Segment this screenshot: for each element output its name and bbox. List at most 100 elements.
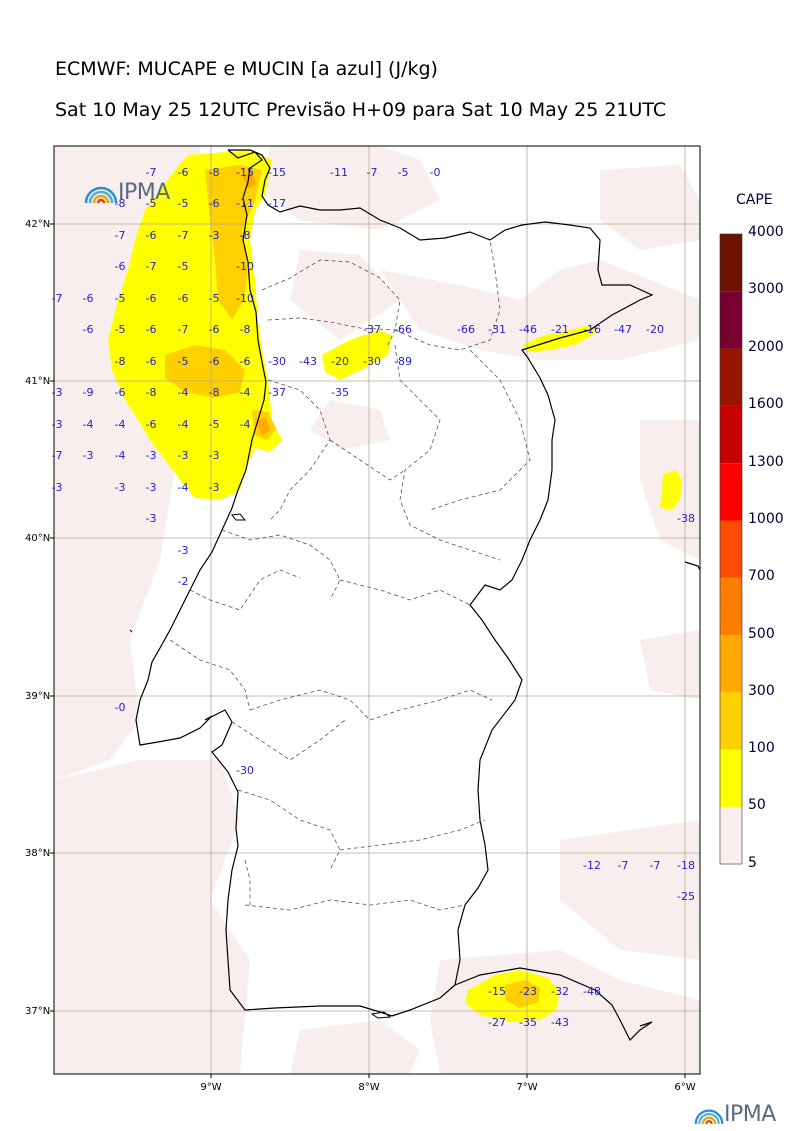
cin-label: -10 bbox=[236, 292, 254, 305]
cin-label: -7 bbox=[618, 859, 629, 872]
ipma-logo-text: IPMA bbox=[118, 180, 170, 205]
cin-label: -20 bbox=[646, 323, 664, 336]
cin-labels: -7 -6 -8 -15 -15 -11 -7 -5 -0 -8 -5 -5 -… bbox=[52, 166, 695, 1029]
latitude-labels: 42°N 41°N 40°N 39°N 38°N 37°N bbox=[25, 219, 50, 1017]
cin-label: -10 bbox=[236, 260, 254, 273]
ipma-logo-text: IPMA bbox=[724, 1102, 776, 1127]
cin-label: -3 bbox=[146, 449, 157, 462]
lat-label: 38°N bbox=[25, 848, 50, 859]
colorbar-label: 5 bbox=[748, 855, 757, 871]
cin-label: -7 bbox=[178, 323, 189, 336]
cin-label: -3 bbox=[209, 449, 220, 462]
cin-label: -4 bbox=[83, 418, 94, 431]
spain-coast-east bbox=[684, 561, 700, 571]
cin-label: -3 bbox=[178, 449, 189, 462]
colorbar-segment bbox=[720, 405, 742, 464]
cin-label: -4 bbox=[240, 418, 251, 431]
cin-label: -3 bbox=[52, 481, 63, 494]
colorbar-label: 700 bbox=[748, 568, 775, 584]
cin-label: -5 bbox=[178, 260, 189, 273]
colorbar-label: 3000 bbox=[748, 281, 784, 297]
cin-label: -23 bbox=[519, 985, 537, 998]
cin-label: -48 bbox=[583, 985, 601, 998]
colorbar-label: 300 bbox=[748, 683, 775, 699]
cin-label: -4 bbox=[115, 418, 126, 431]
cin-label: -7 bbox=[52, 449, 63, 462]
cin-label: -3 bbox=[146, 512, 157, 525]
colorbar-title: CAPE bbox=[736, 192, 773, 208]
cin-label: -8 bbox=[146, 386, 157, 399]
cin-label: -7 bbox=[52, 292, 63, 305]
cin-label: -8 bbox=[240, 229, 251, 242]
cin-label: -12 bbox=[583, 859, 601, 872]
cin-label: -9 bbox=[83, 386, 94, 399]
colorbar-label: 4000 bbox=[748, 224, 784, 240]
lon-label: 6°W bbox=[674, 1082, 695, 1093]
cin-label: -46 bbox=[519, 323, 537, 336]
cape-colorbar bbox=[719, 233, 743, 865]
cin-label: -4 bbox=[240, 386, 251, 399]
colorbar-segment bbox=[720, 348, 742, 406]
cin-label: -66 bbox=[457, 323, 475, 336]
cin-label: -6 bbox=[115, 386, 126, 399]
cin-label: -7 bbox=[178, 229, 189, 242]
cin-label: -7 bbox=[367, 166, 378, 179]
cin-label: -17 bbox=[268, 197, 286, 210]
cin-label: -8 bbox=[209, 386, 220, 399]
cin-label: -20 bbox=[331, 355, 349, 368]
cin-label: -8 bbox=[115, 197, 126, 210]
cape-300-500-areas bbox=[242, 172, 270, 436]
cin-label: -8 bbox=[115, 355, 126, 368]
cin-label: -7 bbox=[650, 859, 661, 872]
lat-label: 37°N bbox=[25, 1006, 50, 1017]
lon-label: 7°W bbox=[516, 1082, 537, 1093]
cin-label: -89 bbox=[394, 355, 412, 368]
lat-label: 39°N bbox=[25, 691, 50, 702]
cin-label: -30 bbox=[236, 764, 254, 777]
colorbar-label: 1000 bbox=[748, 511, 784, 527]
lat-label: 40°N bbox=[25, 533, 50, 544]
cin-label: -27 bbox=[488, 1016, 506, 1029]
chart-title: ECMWF: MUCAPE e MUCIN [a azul] (J/kg) bbox=[55, 58, 438, 80]
cin-label: -3 bbox=[52, 386, 63, 399]
cin-label: -6 bbox=[146, 229, 157, 242]
ipma-logo-footer: IPMA bbox=[694, 1102, 776, 1127]
colorbar-segment bbox=[720, 577, 742, 636]
cin-label: -6 bbox=[240, 355, 251, 368]
cin-label: -4 bbox=[178, 481, 189, 494]
graticule bbox=[54, 146, 700, 1074]
cin-label: -15 bbox=[268, 166, 286, 179]
cin-label: -18 bbox=[677, 859, 695, 872]
colorbar-segment bbox=[720, 749, 742, 807]
ipma-logo-map: IPMA bbox=[84, 180, 170, 205]
cin-label: -6 bbox=[83, 292, 94, 305]
cin-label: -15 bbox=[236, 166, 254, 179]
cin-label: -3 bbox=[83, 449, 94, 462]
cin-label: -66 bbox=[394, 323, 412, 336]
lon-label: 8°W bbox=[358, 1082, 379, 1093]
cin-label: -5 bbox=[178, 355, 189, 368]
cin-label: -0 bbox=[430, 166, 441, 179]
cin-label: -6 bbox=[209, 197, 220, 210]
cin-label: -5 bbox=[146, 197, 157, 210]
cin-label: -5 bbox=[398, 166, 409, 179]
cin-label: -16 bbox=[583, 323, 601, 336]
cin-label: -5 bbox=[209, 418, 220, 431]
cin-label: -8 bbox=[240, 323, 251, 336]
cin-label: -2 bbox=[178, 575, 189, 588]
cin-label: -6 bbox=[146, 355, 157, 368]
cin-label: -35 bbox=[519, 1016, 537, 1029]
cin-label: -7 bbox=[146, 260, 157, 273]
cin-label: -47 bbox=[614, 323, 632, 336]
cin-label: -5 bbox=[115, 323, 126, 336]
colorbar-label: 1300 bbox=[748, 454, 784, 470]
colorbar-segment bbox=[720, 692, 742, 750]
cin-label: -6 bbox=[209, 355, 220, 368]
cin-label: -30 bbox=[363, 355, 381, 368]
longitude-labels: 9°W 8°W 7°W 6°W bbox=[200, 1082, 695, 1093]
cin-label: -43 bbox=[299, 355, 317, 368]
colorbar-label: 500 bbox=[748, 626, 775, 642]
ipma-rainbow-icon bbox=[694, 1108, 724, 1124]
cin-label: -6 bbox=[178, 166, 189, 179]
